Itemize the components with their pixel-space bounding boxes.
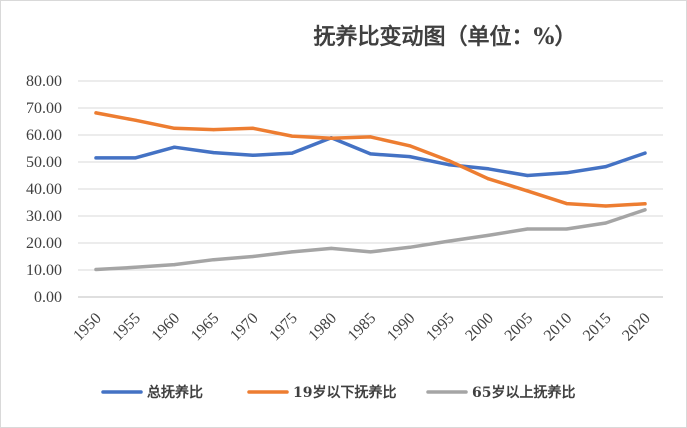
series-2-point [525,189,529,193]
series-1-point [486,167,490,171]
x-tick-label: 1990 [384,310,419,345]
gridlines [78,80,663,298]
series-3-point [447,239,451,243]
series-3-point [604,221,608,225]
legend-label-2: 19岁以下抚养比 [293,384,396,401]
series-1-point [408,155,412,159]
y-tick-label: 80.00 [26,73,62,90]
y-tick-label: 50.00 [26,154,62,171]
series-1-point [564,171,569,175]
series-2-point [251,126,255,130]
series-3-point [94,267,98,272]
y-tick-label: 40.00 [26,181,62,198]
x-tick-label: 1955 [109,310,144,345]
series-3-point [564,227,569,231]
series-3-point [172,263,177,267]
y-tick-label: 70.00 [26,100,62,117]
series-1-point [290,151,294,155]
series-3-point [133,265,137,269]
series-3-point [368,250,373,254]
x-tick-label: 2015 [580,310,615,345]
series-line-3 [94,208,647,272]
legend-label-3: 65岁以上抚养比 [472,384,575,401]
x-tick-label: 1970 [227,310,262,345]
y-tick-label: 20.00 [26,235,62,252]
series-lines [94,111,647,272]
series-1-point [643,151,647,155]
series-2-point [172,126,177,130]
series-2-point [290,134,294,138]
series-1-point [251,153,255,157]
series-2-point [564,201,569,206]
x-tick-label: 2000 [462,310,497,345]
series-1-point [212,150,216,155]
x-tick-label: 2005 [502,310,537,345]
x-tick-label: 1985 [345,310,380,345]
series-2-point [329,136,333,140]
series-1-point [172,145,177,149]
series-3-point [525,227,529,231]
y-tick-label: 10.00 [26,262,62,279]
series-1-point [133,156,137,160]
x-axis-ticks: 1950 1955 1960 1965 1970 1975 1980 1985 1990 1995… [70,310,654,345]
series-1-point [604,164,608,169]
chart-title: 抚养比变动图（单位：%） [314,24,577,50]
series-1-point [94,156,98,160]
x-tick-label: 2020 [619,310,654,345]
series-1-point [447,163,451,167]
series-1-point [525,173,529,178]
series-2-point [447,159,451,163]
legend: 总抚养比 19岁以下抚养比 65岁以上抚养比 [101,384,575,401]
x-tick-label: 1980 [305,310,340,345]
series-3-point [408,245,412,249]
series-line-1 [94,135,647,178]
x-tick-label: 1975 [266,310,301,345]
series-3-point [329,246,333,250]
x-tick-label: 1965 [188,310,223,345]
legend-label-1: 总抚养比 [147,384,203,401]
series-2-point [212,128,216,132]
x-tick-label: 1995 [423,310,458,345]
x-tick-label: 1960 [149,310,184,345]
y-axis-ticks: 0.00 10.00 20.00 30.00 40.00 50.00 60.00 70.00 8… [26,73,62,306]
series-3-point [212,258,216,262]
x-tick-label: 1950 [70,310,105,345]
series-3-point [643,208,647,212]
series-2-point [368,135,373,139]
series-2-point [486,177,490,181]
series-3-point [251,254,255,259]
series-2-point [94,111,98,115]
y-tick-label: 30.00 [26,208,62,225]
series-3-point [486,233,490,238]
series-2-point [604,204,608,208]
series-line-2 [94,111,647,208]
x-tick-label: 2010 [541,310,576,345]
series-1-point [368,152,373,156]
y-tick-label: 0.00 [34,289,62,306]
series-2-point [133,118,137,122]
series-2-point [408,144,412,148]
y-tick-label: 60.00 [26,127,62,144]
series-2-point [643,202,647,206]
series-3-point [290,250,294,254]
